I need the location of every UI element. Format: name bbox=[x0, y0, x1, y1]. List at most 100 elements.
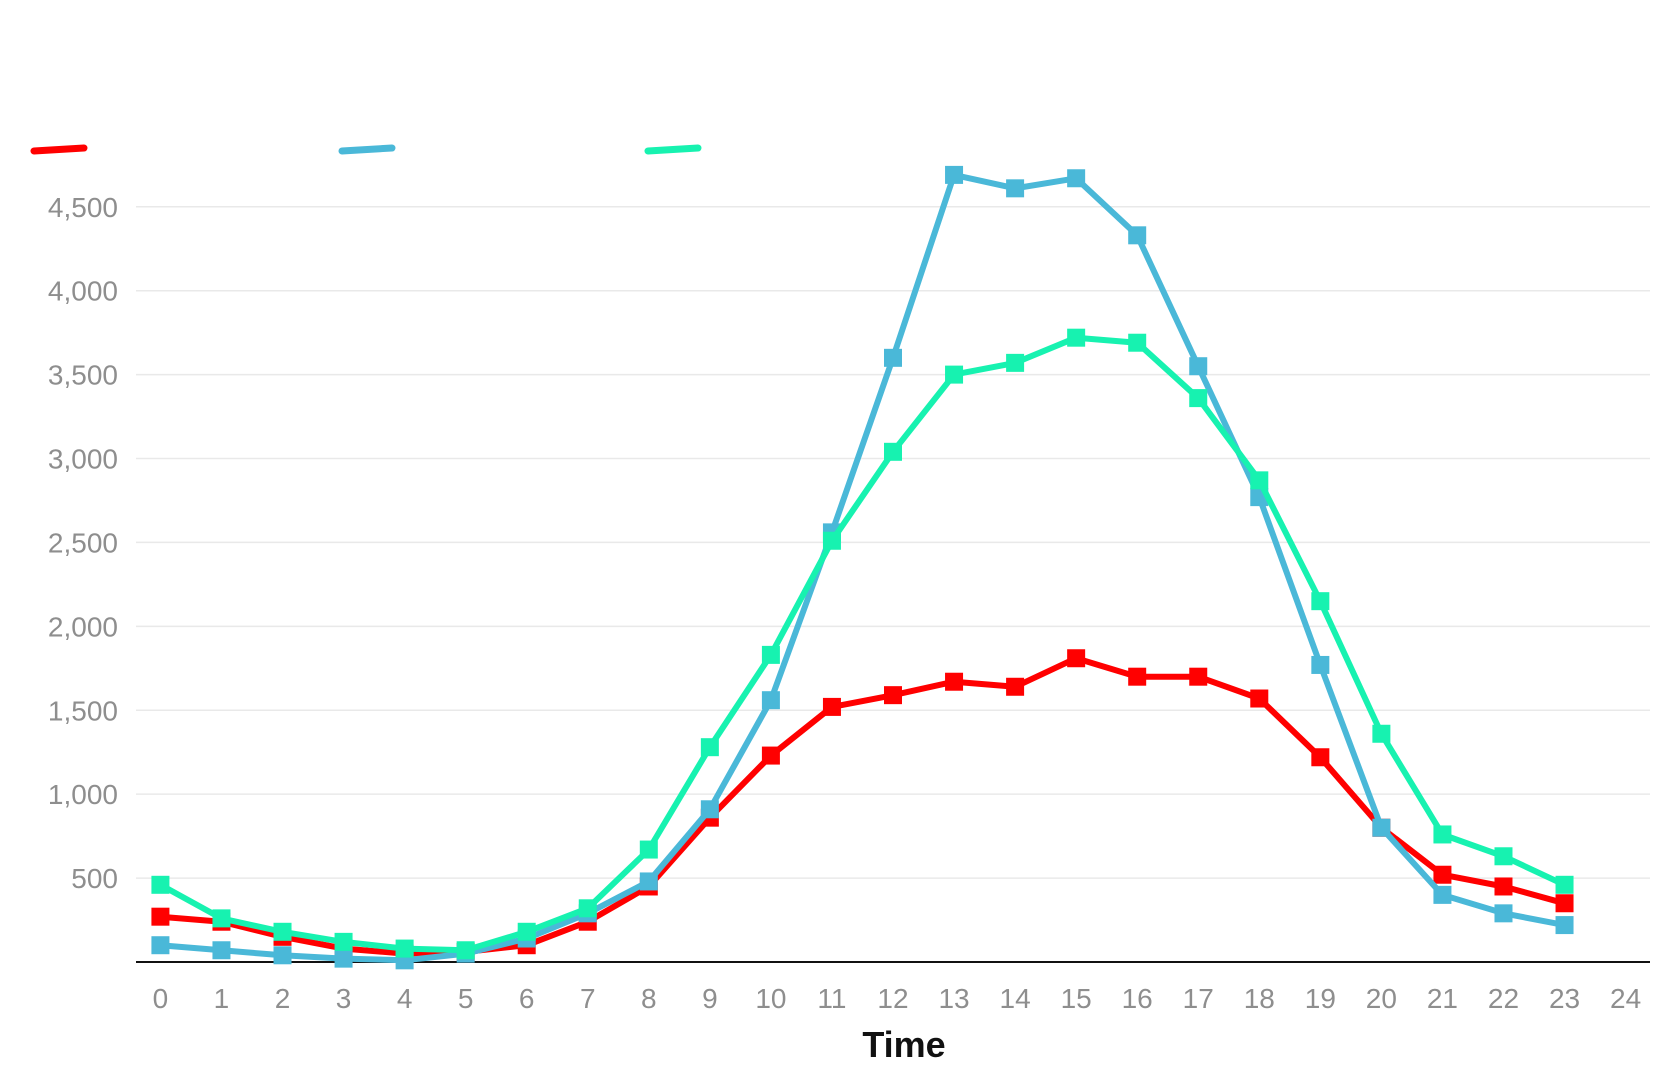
data-point-marker bbox=[1311, 748, 1330, 767]
data-point-marker bbox=[945, 365, 964, 384]
data-point-marker bbox=[1555, 875, 1574, 894]
x-tick-label: 5 bbox=[458, 983, 474, 1014]
x-tick-label: 22 bbox=[1488, 983, 1519, 1014]
data-point-marker bbox=[1006, 677, 1025, 696]
series-2-line bbox=[157, 171, 1568, 964]
data-point-marker bbox=[761, 691, 780, 710]
y-tick-label: 1,500 bbox=[48, 695, 118, 726]
x-tick-label: 0 bbox=[153, 983, 169, 1014]
data-point-marker bbox=[212, 909, 231, 928]
data-point-marker bbox=[1433, 825, 1452, 844]
data-point-marker bbox=[1372, 724, 1391, 743]
data-point-marker bbox=[151, 936, 170, 955]
data-point-marker bbox=[273, 922, 292, 941]
data-point-marker bbox=[273, 946, 292, 965]
data-point-marker bbox=[1067, 169, 1086, 188]
data-point-marker bbox=[1555, 894, 1574, 913]
x-tick-label: 20 bbox=[1366, 983, 1397, 1014]
x-tick-label: 23 bbox=[1549, 983, 1580, 1014]
data-point-marker bbox=[1494, 877, 1513, 896]
data-point-marker bbox=[1311, 655, 1330, 674]
data-point-marker bbox=[761, 746, 780, 765]
data-point-marker bbox=[700, 800, 719, 819]
data-point-marker bbox=[1128, 226, 1147, 245]
x-tick-label: 11 bbox=[817, 983, 846, 1014]
data-point-marker bbox=[151, 907, 170, 926]
data-point-marker bbox=[822, 697, 841, 716]
x-axis: 0 1 2 3 4 5 6 7 8 9 10 11 12 13 14 15 16 17 18 19 20 21 22 23 24 bbox=[136, 961, 1650, 1014]
data-point-marker bbox=[1494, 847, 1513, 866]
y-tick-label: 4,000 bbox=[48, 276, 118, 307]
data-point-marker bbox=[945, 165, 964, 184]
series-1-line bbox=[157, 655, 1568, 957]
series-3 bbox=[151, 328, 1574, 960]
series-3-line bbox=[157, 334, 1568, 954]
data-point-marker bbox=[945, 672, 964, 691]
x-tick-label: 13 bbox=[938, 983, 969, 1014]
series-2 bbox=[151, 165, 1574, 970]
x-tick-label: 2 bbox=[275, 983, 291, 1014]
y-tick-label: 2,000 bbox=[48, 611, 118, 642]
data-point-marker bbox=[1372, 818, 1391, 837]
x-tick-label: 10 bbox=[755, 983, 786, 1014]
x-tick-label: 3 bbox=[336, 983, 352, 1014]
data-point-marker bbox=[517, 922, 536, 941]
x-tick-label: 18 bbox=[1244, 983, 1275, 1014]
data-point-marker bbox=[212, 941, 231, 960]
series-1 bbox=[151, 649, 1574, 963]
gridlines bbox=[136, 206, 1650, 879]
x-tick-label: 7 bbox=[580, 983, 596, 1014]
x-tick-label: 12 bbox=[877, 983, 908, 1014]
data-point-marker bbox=[1250, 689, 1269, 708]
data-point-marker bbox=[884, 442, 902, 461]
data-point-marker bbox=[1433, 885, 1452, 904]
data-point-marker bbox=[1555, 916, 1574, 935]
series-layer bbox=[151, 165, 1574, 970]
data-point-marker bbox=[1128, 333, 1147, 352]
x-tick-label: 16 bbox=[1122, 983, 1153, 1014]
data-point-marker bbox=[639, 840, 658, 859]
data-point-marker bbox=[1189, 389, 1208, 408]
x-tick-label: 21 bbox=[1427, 983, 1458, 1014]
x-tick-label: 24 bbox=[1610, 983, 1641, 1014]
x-tick-label: 17 bbox=[1183, 983, 1214, 1014]
data-point-marker bbox=[1189, 667, 1208, 686]
data-point-marker bbox=[1006, 179, 1025, 198]
data-point-marker bbox=[1311, 592, 1330, 611]
x-tick-label: 14 bbox=[1000, 983, 1031, 1014]
data-point-marker bbox=[884, 686, 902, 705]
data-point-marker bbox=[395, 939, 414, 958]
data-point-marker bbox=[700, 738, 719, 757]
data-point-marker bbox=[822, 531, 841, 550]
data-point-marker bbox=[1067, 649, 1086, 668]
data-point-marker bbox=[1128, 667, 1147, 686]
y-tick-label: 3,000 bbox=[48, 444, 118, 475]
y-tick-label: 500 bbox=[71, 863, 118, 894]
y-tick-label: 4,500 bbox=[48, 192, 118, 223]
data-point-marker bbox=[1067, 328, 1086, 347]
y-tick-label: 2,500 bbox=[48, 527, 118, 558]
x-tick-label: 15 bbox=[1061, 983, 1092, 1014]
x-tick-label: 8 bbox=[641, 983, 657, 1014]
legend-swatch-series-3 bbox=[644, 144, 702, 155]
y-axis: 500 1,000 1,500 2,000 2,500 3,000 3,500 4,000 4,… bbox=[48, 192, 118, 894]
y-tick-label: 3,500 bbox=[48, 360, 118, 391]
x-axis-title: Time bbox=[862, 1024, 945, 1065]
x-tick-label: 19 bbox=[1305, 983, 1336, 1014]
data-point-marker bbox=[334, 932, 353, 951]
data-point-marker bbox=[151, 875, 170, 894]
legend-swatch-series-1 bbox=[30, 144, 88, 155]
x-tick-label: 1 bbox=[214, 983, 230, 1014]
data-point-marker bbox=[334, 949, 353, 968]
data-point-marker bbox=[1494, 904, 1513, 923]
data-point-marker bbox=[1250, 471, 1269, 490]
x-tick-label: 9 bbox=[702, 983, 718, 1014]
legend-swatch-series-2 bbox=[338, 144, 396, 155]
x-tick-label: 4 bbox=[397, 983, 413, 1014]
legend bbox=[30, 144, 702, 155]
data-point-marker bbox=[639, 872, 658, 891]
data-point-marker bbox=[456, 941, 475, 960]
y-tick-label: 1,000 bbox=[48, 779, 118, 810]
